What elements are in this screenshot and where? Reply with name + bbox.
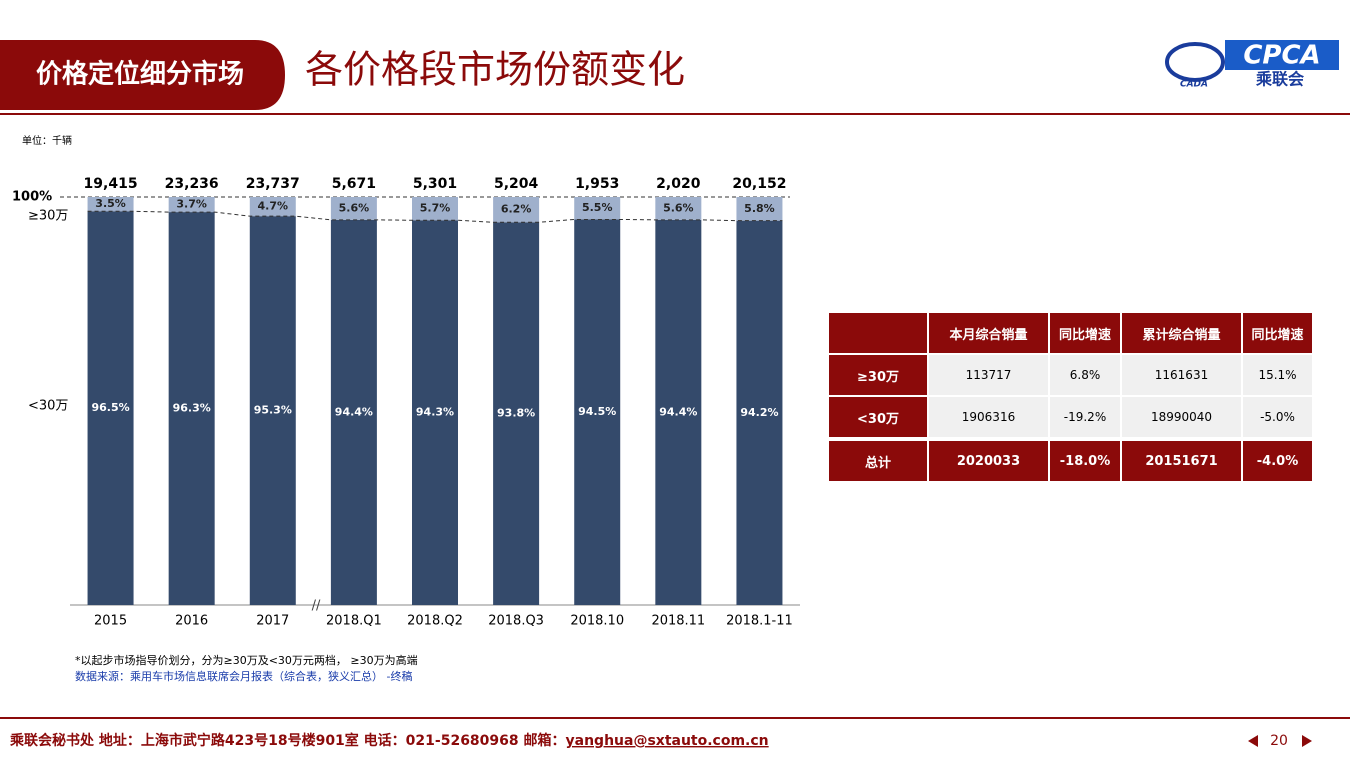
prev-arrow[interactable] — [1248, 735, 1258, 747]
data-label: 96.5% — [91, 401, 129, 414]
x-tick-label: 2018.Q2 — [407, 614, 463, 629]
y-tick-label: 100% — [12, 190, 52, 205]
bar-segment — [87, 211, 134, 605]
total-label: 20,152 — [732, 176, 786, 192]
footer-address: 乘联会秘书处 地址：上海市武宁路423号18号楼901室 电话：021-5268… — [9, 732, 566, 749]
data-label: 95.3% — [254, 404, 292, 417]
table-cell: -18.0% — [1048, 438, 1122, 483]
data-label: 3.7% — [176, 198, 207, 211]
header-cell: 累计综合销量 — [1120, 311, 1243, 355]
series-label: <30万 — [28, 399, 68, 414]
data-label: 5.7% — [420, 202, 451, 215]
note: *以起步市场指导价划分，分为≥30万及<30万元两档， ≥30万为高端 — [75, 653, 418, 667]
data-label: 5.6% — [339, 201, 370, 214]
series-label: ≥30万 — [28, 209, 68, 224]
data-label: 94.4% — [335, 405, 373, 418]
bar-segment — [574, 219, 621, 605]
total-label: 5,671 — [332, 176, 376, 192]
total-label: 5,204 — [494, 176, 539, 192]
header-cell: 同比增速 — [1048, 311, 1122, 355]
bar-segment — [330, 197, 377, 220]
x-tick-label: 2018.Q3 — [488, 614, 544, 629]
x-tick-label: 2018.1-11 — [726, 614, 793, 629]
bar-segment — [655, 219, 702, 605]
bar-segment — [168, 212, 215, 605]
header-cell: 本月综合销量 — [927, 311, 1050, 355]
table-cell: 18990040 — [1120, 395, 1243, 440]
bar-segment — [249, 216, 296, 605]
table-cell: 15.1% — [1241, 353, 1314, 397]
section-badge — [0, 40, 285, 110]
bar-segment — [412, 197, 458, 221]
data-label: 94.3% — [416, 406, 454, 419]
data-label: 94.2% — [740, 406, 778, 419]
table-cell: 1161631 — [1120, 353, 1243, 397]
x-tick-label: 2016 — [175, 614, 208, 629]
logo-cn: 乘联会 — [1255, 70, 1304, 89]
x-tick-label: 2018.Q1 — [326, 614, 382, 629]
header-cell: 同比增速 — [1241, 311, 1314, 355]
corner-cell — [827, 311, 929, 355]
x-tick-label: 2018.10 — [570, 614, 624, 629]
table-cell: 20151671 — [1120, 438, 1243, 483]
unit-label: 单位：千辆 — [22, 134, 72, 147]
table-cell: -4.0% — [1241, 438, 1314, 483]
section-title: 价格定位细分市场 — [36, 59, 244, 90]
source-note: 数据来源：乘用车市场信息联席会月报表（综合表，狭义汇总） -终稿 — [75, 669, 412, 683]
bar-segment — [574, 197, 621, 220]
table-cell: <30万 — [827, 395, 929, 440]
table-cell: 总计 — [827, 438, 929, 483]
total-label: 2,020 — [656, 176, 701, 192]
bar-segment — [655, 197, 702, 220]
bar-segment — [330, 219, 377, 605]
total-label: 19,415 — [84, 176, 138, 192]
total-label: 23,737 — [246, 176, 300, 192]
logo-box — [1225, 40, 1339, 70]
logo-mark — [1165, 42, 1225, 82]
total-label: 23,236 — [165, 176, 219, 192]
data-label: 3.5% — [95, 197, 126, 210]
data-label: 5.6% — [663, 201, 694, 214]
bar-segment — [736, 220, 783, 605]
data-label: 96.3% — [173, 402, 211, 415]
table-cell: 113717 — [927, 353, 1050, 397]
logo-text: CPCA — [1243, 41, 1320, 71]
table-cell: ≥30万 — [827, 353, 929, 397]
page-number: 20 — [1270, 733, 1288, 749]
table-cell: 2020033 — [927, 438, 1050, 483]
slide-title: 各价格段市场份额变化 — [305, 48, 685, 92]
table-cell: -19.2% — [1048, 395, 1122, 440]
next-arrow[interactable] — [1302, 735, 1312, 747]
data-label: 93.8% — [497, 407, 535, 420]
logo-small: CADA — [1180, 80, 1208, 90]
total-label: 5,301 — [413, 176, 457, 192]
bar-segment — [493, 222, 540, 605]
footer-email: yanghua@sxtauto.com.cn — [566, 733, 769, 749]
bar-segment — [736, 197, 783, 221]
data-label: 6.2% — [501, 203, 532, 216]
boundary-line — [87, 210, 783, 223]
x-tick-label: 2015 — [94, 614, 127, 629]
x-tick-label: 2018.11 — [651, 614, 705, 629]
axis-break: // — [312, 599, 321, 614]
bar-segment — [168, 197, 215, 213]
table-cell: 6.8% — [1048, 353, 1122, 397]
data-label: 5.8% — [744, 202, 775, 215]
table-cell: 1906316 — [927, 395, 1050, 440]
footer-text: 乘联会秘书处 地址：上海市武宁路423号18号楼901室 电话：021-5268… — [9, 732, 769, 749]
data-label: 5.5% — [582, 201, 613, 214]
x-tick-label: 2017 — [256, 614, 289, 629]
bar-segment — [493, 197, 540, 223]
table-cell: -5.0% — [1241, 395, 1314, 440]
data-label: 4.7% — [258, 200, 289, 213]
bar-segment — [87, 197, 134, 212]
total-label: 1,953 — [575, 176, 619, 192]
bar-segment — [412, 220, 458, 606]
data-label: 94.4% — [659, 405, 697, 418]
data-label: 94.5% — [578, 405, 616, 418]
bar-segment — [249, 197, 296, 217]
sales-table: 本月综合销量 同比增速 累计综合销量 同比增速 ≥30万 113717 6.8% 11… — [827, 311, 1314, 483]
